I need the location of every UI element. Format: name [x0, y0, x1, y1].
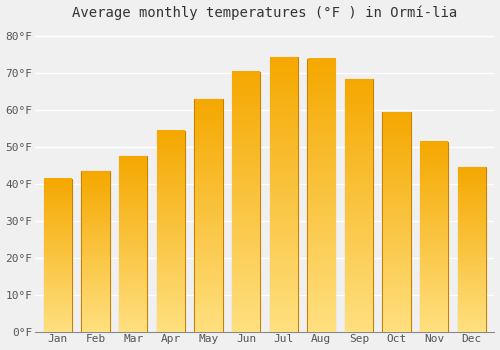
Bar	[420, 142, 448, 332]
Bar	[119, 156, 148, 332]
Bar	[194, 99, 222, 332]
Bar	[232, 71, 260, 332]
Title: Average monthly temperatures (°F ) in Ormí-lia: Average monthly temperatures (°F ) in Or…	[72, 6, 458, 20]
Bar	[270, 57, 298, 332]
Bar	[382, 112, 410, 332]
Bar	[345, 79, 373, 332]
Bar	[82, 171, 110, 332]
Bar	[156, 131, 185, 332]
Bar	[458, 167, 486, 332]
Bar	[44, 178, 72, 332]
Bar	[307, 58, 336, 332]
